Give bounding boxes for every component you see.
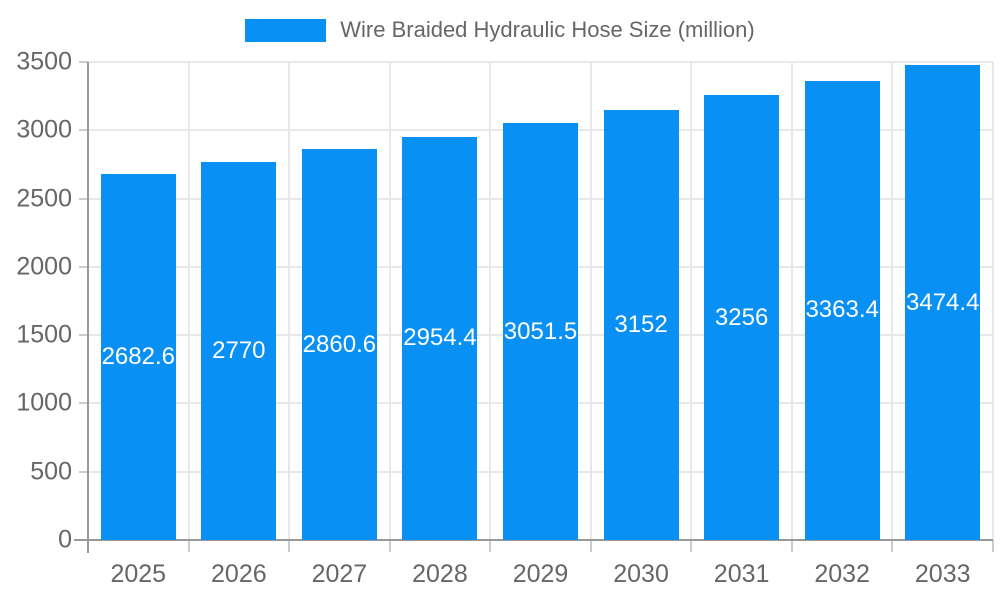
x-tick-label: 2030 [613,560,669,588]
legend-label: Wire Braided Hydraulic Hose Size (millio… [340,17,755,42]
bar-value-label: 3051.5 [503,317,578,345]
x-axis-tick [187,540,190,552]
x-gridline [790,62,793,540]
bar[interactable] [402,136,478,540]
x-gridline [891,62,894,540]
y-tick-label: 2500 [16,184,72,213]
x-axis-tick [489,540,492,552]
legend-swatch [245,18,327,42]
bar[interactable] [201,161,277,540]
x-axis-tick [589,540,592,552]
x-gridline [992,62,994,540]
bar-value-label: 3152 [614,310,668,338]
x-axis-tick [288,540,291,552]
y-axis-tick [79,334,88,337]
y-axis-tick [79,197,88,200]
y-tick-label: 500 [30,457,72,486]
bar-value-label: 2860.6 [302,330,377,358]
y-axis-tick [79,470,88,473]
x-tick-label: 2032 [814,560,870,588]
x-axis-line [74,539,993,541]
x-tick-label: 2033 [914,560,971,588]
bar[interactable] [100,173,176,540]
bar-value-label: 2682.6 [101,342,175,370]
x-gridline [589,62,592,540]
bar-value-label: 3474.4 [906,288,980,316]
y-gridline [88,61,993,63]
x-tick-label: 2026 [211,560,267,588]
y-tick-label: 1000 [16,388,72,417]
y-axis-tick [79,61,88,63]
bar[interactable] [301,149,377,540]
x-gridline [690,62,693,540]
x-gridline [489,62,492,540]
x-tick-label: 2029 [512,560,569,588]
bar[interactable] [704,95,780,540]
legend-item[interactable]: Wire Braided Hydraulic Hose Size (millio… [0,17,1000,43]
bar-value-label: 2954.4 [403,324,477,352]
x-tick-label: 2027 [311,560,368,588]
y-tick-label: 0 [58,525,72,554]
x-axis-tick [891,540,894,552]
y-tick-label: 3500 [16,47,72,76]
bar-value-label: 3363.4 [805,296,879,324]
x-axis-tick [690,540,693,552]
bar[interactable] [503,123,578,540]
bar[interactable] [804,80,880,540]
x-axis-tick [388,540,391,552]
y-axis-tick [79,265,88,268]
bar[interactable] [603,109,679,540]
y-tick-label: 3000 [16,115,72,144]
y-tick-label: 1500 [16,320,72,349]
x-gridline [288,62,291,540]
x-tick-label: 2031 [713,560,770,588]
x-gridline [187,62,190,540]
y-axis-line [87,62,89,553]
bar[interactable] [905,65,981,540]
bar-value-label: 2770 [212,336,266,364]
x-tick-label: 2028 [412,560,468,588]
x-axis-tick [790,540,793,552]
bar-value-label: 3256 [714,303,769,331]
x-gridline [388,62,391,540]
x-tick-label: 2025 [110,560,167,588]
x-axis-tick [992,540,994,552]
y-axis-tick [79,129,88,132]
y-tick-label: 2000 [16,252,72,281]
y-axis-tick [79,402,88,405]
